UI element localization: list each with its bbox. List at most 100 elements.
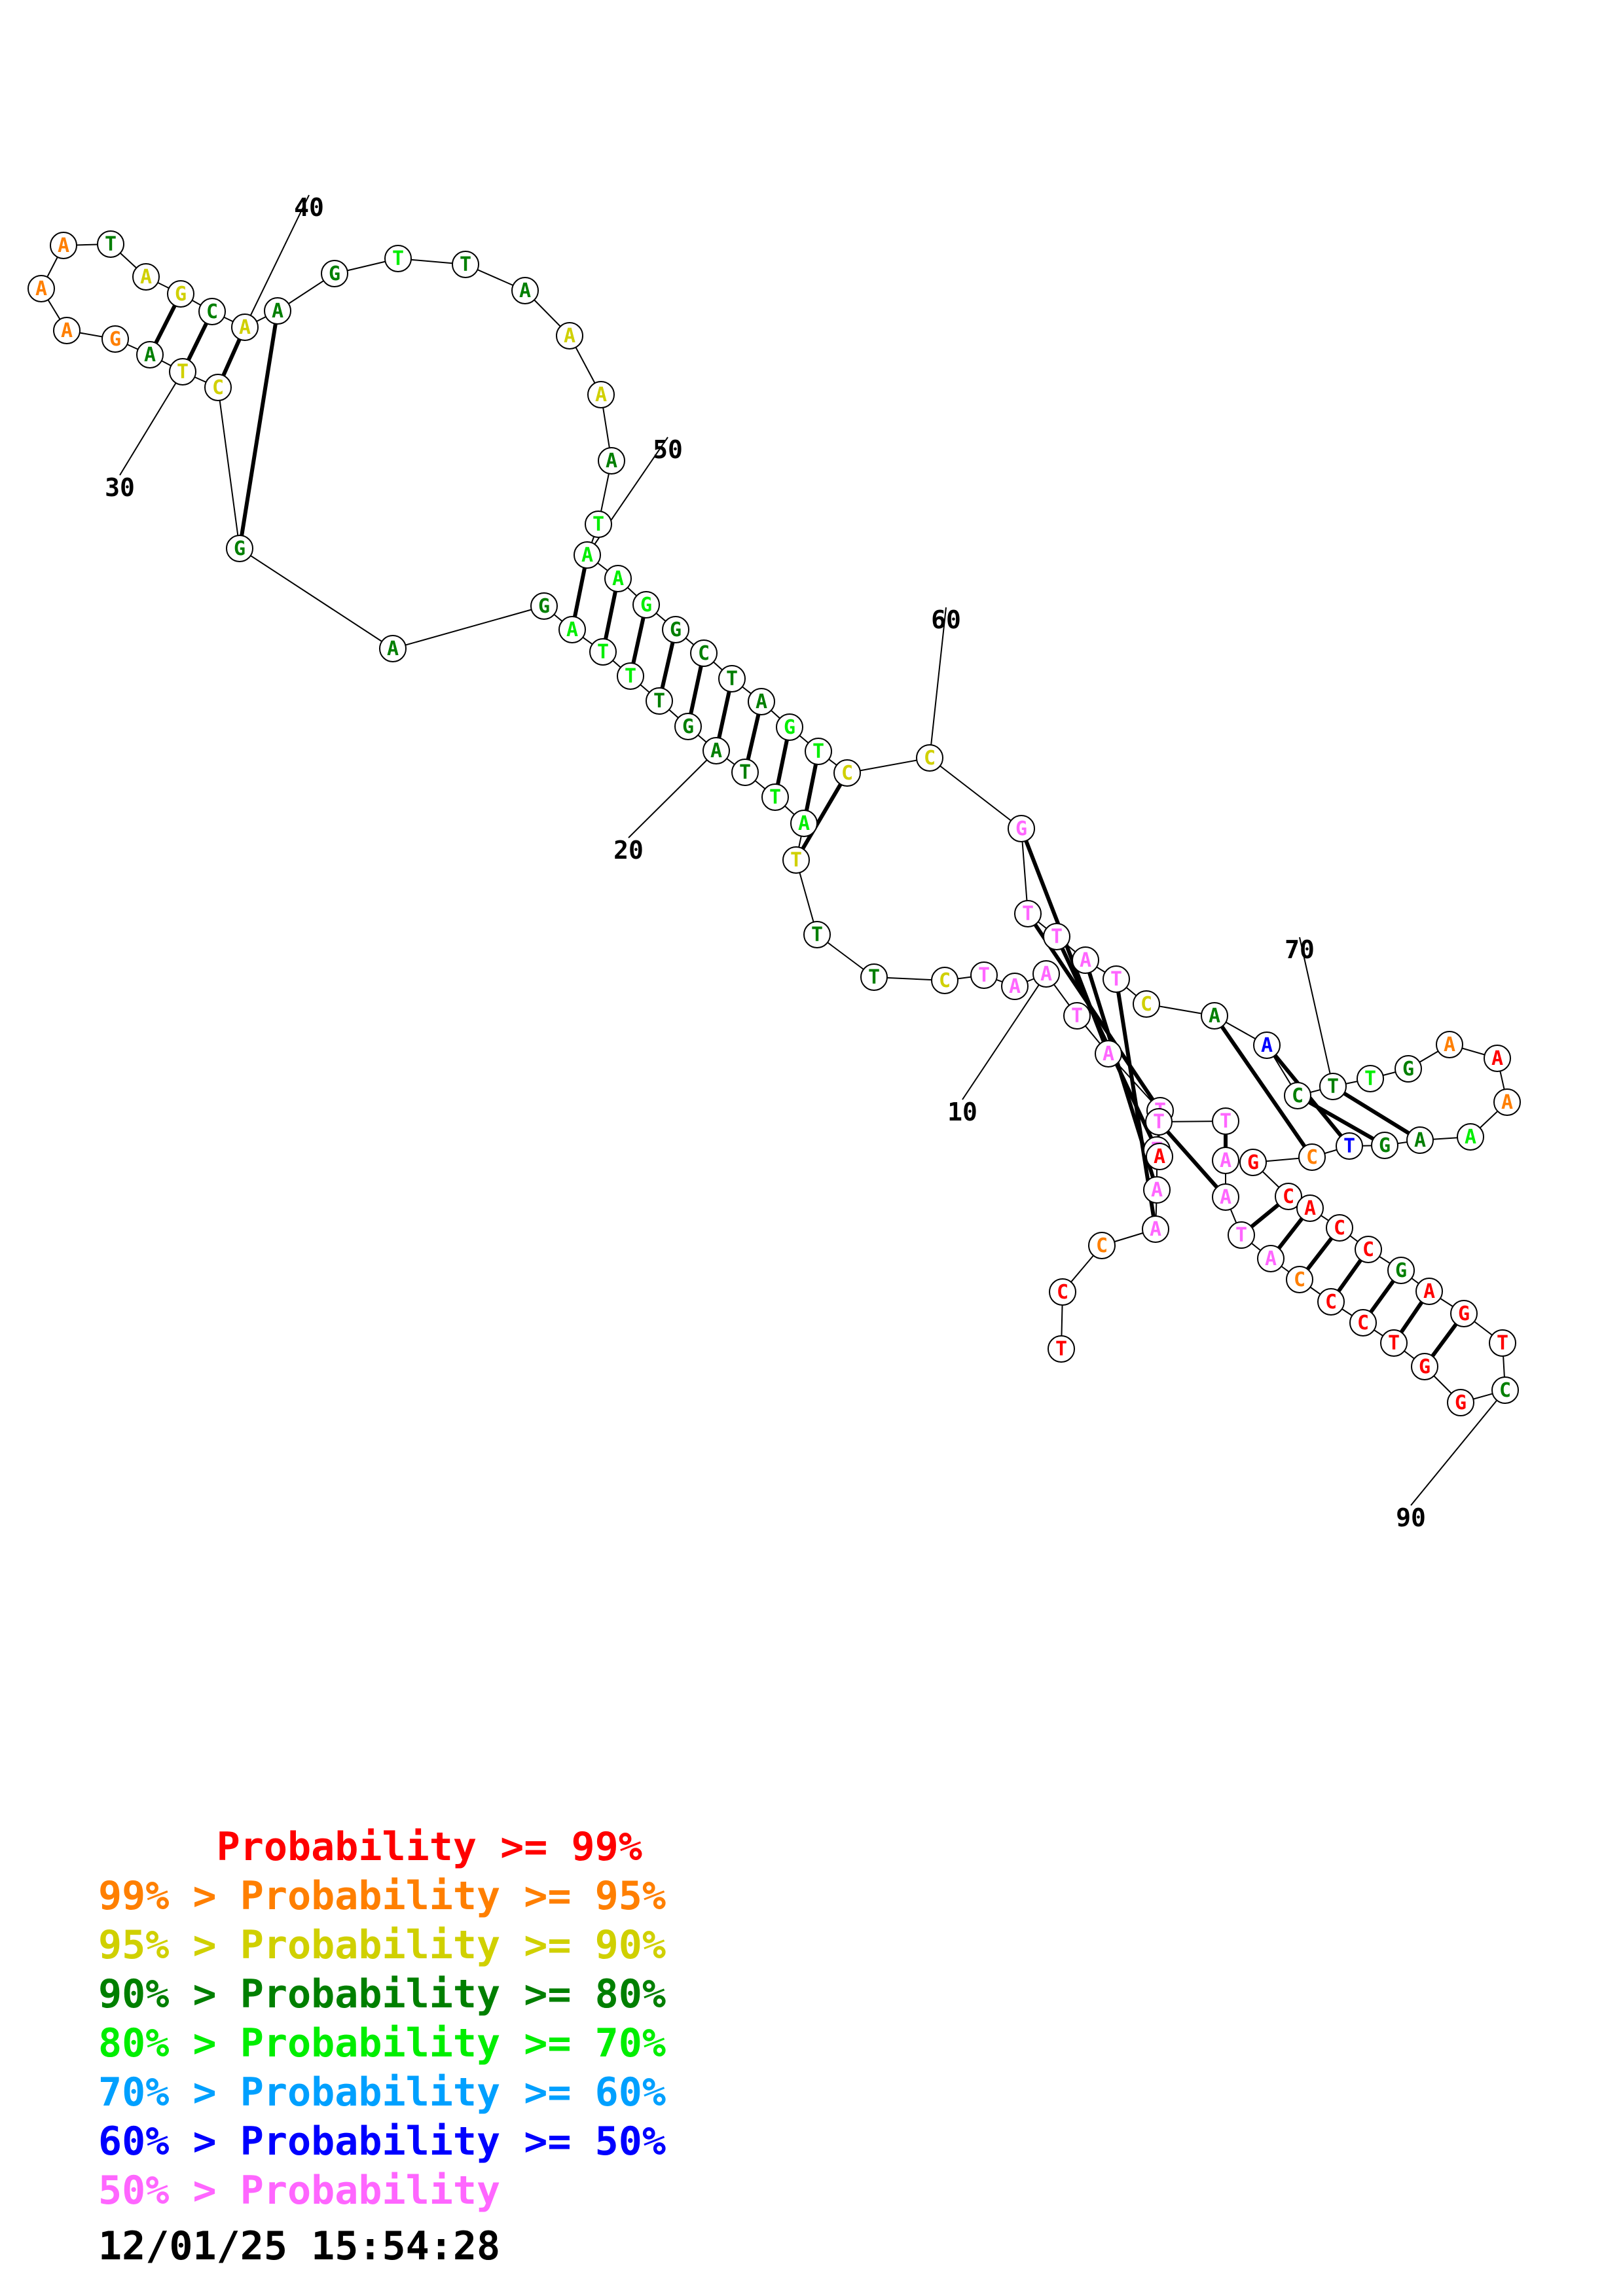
nucleotide-base: A — [581, 544, 593, 567]
legend-row-p90: 95% > Probability >= 90% — [98, 1922, 666, 1968]
nucleotide-25: A — [558, 616, 586, 643]
nucleotide-base: A — [1151, 1179, 1163, 1202]
nucleotide-circle — [1133, 990, 1160, 1018]
nucleotide-base: G — [109, 328, 121, 351]
nucleotide-base: A — [144, 344, 156, 367]
nucleotide-57: G — [776, 713, 803, 741]
nucleotide-circle — [53, 317, 81, 344]
nucleotide-base: A — [1220, 1149, 1231, 1172]
nucleotide-base: A — [1304, 1197, 1316, 1220]
position-leader-line — [244, 194, 310, 328]
nucleotide-base: A — [239, 316, 251, 339]
nucleotide-40: A — [231, 314, 259, 341]
nucleotide-base: C — [1140, 993, 1152, 1016]
nucleotide-base: G — [1419, 1355, 1431, 1378]
nucleotide-41: A — [264, 297, 291, 325]
nucleotide-58: T — [805, 738, 832, 765]
base-pair-line — [1332, 1085, 1421, 1142]
position-label-60: 60 — [931, 605, 961, 634]
nucleotide-base: A — [612, 567, 624, 590]
nucleotide-circle — [1014, 900, 1042, 927]
nucleotide-circle — [1253, 1031, 1281, 1059]
nucleotide-22: T — [646, 687, 673, 715]
position-leader-line — [1299, 937, 1334, 1087]
nucleotide-73: A — [1436, 1031, 1463, 1058]
nucleotide-circle — [1411, 1353, 1438, 1380]
nucleotide-base: A — [1265, 1247, 1277, 1270]
nucleotide-24: T — [589, 638, 617, 666]
nucleotide-circle — [803, 921, 831, 948]
legend-row-p70: 80% > Probability >= 70% — [98, 2020, 666, 2066]
nucleotide-circle — [731, 759, 759, 786]
position-label-40: 40 — [294, 193, 324, 222]
nucleotide-circle — [511, 277, 539, 304]
nucleotide-4: A — [1142, 1215, 1169, 1243]
nucleotide-35: A — [50, 232, 77, 259]
nucleotide-92: G — [1411, 1353, 1438, 1380]
nucleotide-61: G — [1008, 815, 1035, 842]
nucleotide-circle — [1049, 1278, 1076, 1306]
backbone-segment — [847, 757, 930, 774]
nucleotide-circle — [226, 535, 253, 562]
nucleotide-base: C — [1283, 1185, 1294, 1208]
nucleotide-base: C — [841, 762, 853, 785]
nucleotide-base: C — [1499, 1379, 1511, 1402]
nucleotide-circle — [790, 810, 818, 837]
nucleotide-base: A — [1444, 1033, 1455, 1056]
nucleotide-circle — [674, 713, 702, 740]
position-label-10: 10 — [947, 1098, 977, 1126]
nucleotide-21: G — [674, 713, 702, 740]
nucleotide-base: T — [1364, 1067, 1376, 1090]
nucleotide-circle — [1043, 923, 1070, 950]
nucleotide-base: A — [1465, 1126, 1476, 1149]
legend-row-p80: 90% > Probability >= 80% — [98, 1971, 666, 2017]
position-leader-line — [628, 750, 717, 838]
nucleotide-circle — [198, 298, 226, 325]
nucleotide-circle — [1355, 1236, 1382, 1263]
nucleotide-circle — [1032, 960, 1060, 988]
nucleotide-base: G — [1379, 1134, 1391, 1157]
nucleotide-47: A — [587, 381, 615, 408]
nucleotide-circle — [1088, 1232, 1116, 1259]
nucleotide-64: A — [1072, 946, 1099, 974]
nucleotide-circle — [632, 591, 660, 619]
nucleotide-circle — [690, 639, 718, 667]
base-pair-line — [238, 310, 280, 549]
nucleotide-62: T — [1014, 900, 1042, 927]
nucleotide-base: T — [868, 966, 880, 989]
nucleotide-circle — [169, 358, 196, 386]
nucleotide-39: C — [198, 298, 226, 325]
nucleotide-circle — [1048, 1335, 1075, 1363]
nucleotide-base: A — [1080, 949, 1091, 972]
nucleotide-base: C — [1294, 1268, 1305, 1291]
nucleotide-circle — [1145, 1108, 1173, 1136]
backbone-segment — [929, 757, 1022, 829]
nucleotide-circle — [1284, 1082, 1311, 1109]
legend-row-p99: Probability >= 99% — [98, 1824, 642, 1870]
nucleotide-circle — [1395, 1055, 1422, 1083]
nucleotide-34: A — [27, 275, 55, 302]
nucleotide-nodes: TCCAATTATAATCTTTATTAGTTTAGAGCTAGAAATAGCA… — [27, 230, 1521, 1416]
position-leader-line — [962, 973, 1047, 1100]
nucleotide-23: T — [617, 662, 644, 690]
nucleotide-circle — [761, 783, 789, 811]
nucleotide-29: C — [204, 374, 232, 401]
nucleotide-circle — [1296, 1194, 1324, 1222]
nucleotide-base: A — [272, 300, 283, 323]
nucleotide-63: T — [1043, 923, 1070, 950]
nucleotide-circle — [587, 381, 615, 408]
nucleotide-base: A — [710, 740, 722, 762]
nucleotide-base: T — [1051, 925, 1063, 948]
nucleotide-13: C — [931, 967, 958, 994]
nucleotide-base: T — [978, 964, 990, 987]
nucleotide-circle — [1212, 1147, 1239, 1174]
nucleotide-circle — [1143, 1176, 1171, 1204]
nucleotide-circle — [776, 713, 803, 741]
nucleotide-circle — [1349, 1309, 1377, 1336]
nucleotide-101: T — [1212, 1107, 1239, 1135]
nucleotide-33: A — [53, 317, 81, 344]
nucleotide-circle — [805, 738, 832, 765]
nucleotide-base: A — [140, 266, 152, 289]
nucleotide-15: T — [803, 921, 831, 948]
nucleotide-9: T — [1063, 1002, 1091, 1030]
